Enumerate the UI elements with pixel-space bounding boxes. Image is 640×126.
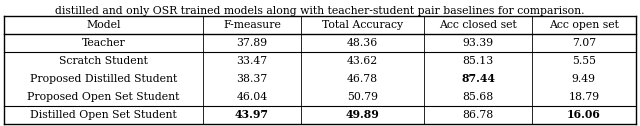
Text: 86.78: 86.78	[462, 110, 493, 120]
Text: 46.78: 46.78	[347, 74, 378, 84]
Text: Distilled Open Set Student: Distilled Open Set Student	[30, 110, 177, 120]
Text: Acc closed set: Acc closed set	[439, 20, 517, 30]
Text: 9.49: 9.49	[572, 74, 596, 84]
Text: 16.06: 16.06	[567, 109, 601, 120]
Text: 43.97: 43.97	[235, 109, 269, 120]
Text: 85.13: 85.13	[462, 56, 493, 66]
Text: 33.47: 33.47	[237, 56, 268, 66]
Text: 46.04: 46.04	[237, 92, 268, 102]
Text: Proposed Distilled Student: Proposed Distilled Student	[30, 74, 177, 84]
Text: Model: Model	[86, 20, 121, 30]
Text: Proposed Open Set Student: Proposed Open Set Student	[28, 92, 180, 102]
Text: 43.62: 43.62	[347, 56, 378, 66]
Text: 5.55: 5.55	[572, 56, 596, 66]
Text: 87.44: 87.44	[461, 73, 495, 85]
Text: 93.39: 93.39	[463, 38, 493, 48]
Text: distilled and only OSR trained models along with teacher-student pair baselines : distilled and only OSR trained models al…	[55, 6, 585, 16]
Text: Total Accuracy: Total Accuracy	[322, 20, 403, 30]
Text: 18.79: 18.79	[568, 92, 600, 102]
Text: Acc open set: Acc open set	[549, 20, 619, 30]
Text: 49.89: 49.89	[346, 109, 380, 120]
Text: 37.89: 37.89	[237, 38, 268, 48]
Text: 48.36: 48.36	[347, 38, 378, 48]
Text: Teacher: Teacher	[82, 38, 125, 48]
Text: 7.07: 7.07	[572, 38, 596, 48]
Text: 85.68: 85.68	[462, 92, 493, 102]
Text: 50.79: 50.79	[347, 92, 378, 102]
Text: F-measure: F-measure	[223, 20, 281, 30]
Text: Scratch Student: Scratch Student	[59, 56, 148, 66]
Text: 38.37: 38.37	[236, 74, 268, 84]
